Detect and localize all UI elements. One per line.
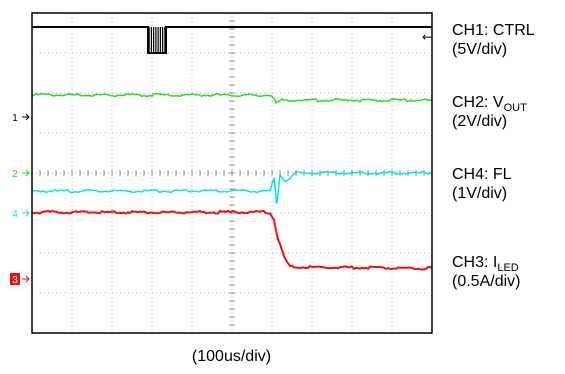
channel-markers: 1 4 3 2 ← — [10, 30, 432, 286]
marker-ch3-text: 3 — [12, 275, 18, 286]
ch3-name: CH3: ILED — [452, 253, 520, 274]
trace-ch2-v — [31, 92, 433, 105]
marker-ch2-text: 2 — [12, 169, 18, 180]
ch2-name-main: CH2: V — [452, 94, 504, 111]
ch1-scale: (5V/div) — [452, 41, 508, 58]
ch3-scale: (0.5A/div) — [452, 273, 521, 290]
marker-ch3-box — [10, 273, 20, 285]
ch4-name: CH4: FL — [452, 166, 512, 183]
trace-ch1-ctrl — [32, 26, 432, 54]
ch3-name-main: CH3: I — [452, 254, 498, 271]
trace-ch4-fl — [32, 170, 432, 204]
ch2-name: CH2: VOUT — [452, 93, 527, 114]
traces — [31, 26, 433, 271]
marker-ch1-arrow — [22, 113, 30, 121]
plot-frame — [31, 12, 433, 334]
marker-ch2-arrow — [22, 169, 30, 177]
ch4-scale: (1V/div) — [452, 185, 508, 202]
x-axis-label: (100us/div) — [191, 348, 272, 365]
marker-ch3-arrow — [22, 275, 30, 283]
marker-ch4-arrow — [22, 209, 30, 217]
trigger-marker-icon: ← — [422, 30, 432, 44]
label-ch2: CH2: VOUT (2V/div) — [452, 93, 527, 131]
label-ch4: CH4: FL (1V/div) — [452, 165, 512, 203]
marker-ch1-text: 1 — [12, 113, 18, 124]
label-ch3: CH3: ILED (0.5A/div) — [452, 253, 520, 291]
ch3-name-sub: LED — [497, 262, 519, 274]
ch1-name: CH1: CTRL — [452, 22, 535, 39]
graticule — [31, 12, 433, 334]
ch2-name-sub: OUT — [503, 102, 527, 114]
label-ch1: CH1: CTRL (5V/div) — [452, 21, 535, 59]
trace-ch3-i — [31, 209, 433, 271]
ch2-scale: (2V/div) — [452, 113, 508, 130]
marker-ch4-text: 4 — [12, 209, 18, 220]
